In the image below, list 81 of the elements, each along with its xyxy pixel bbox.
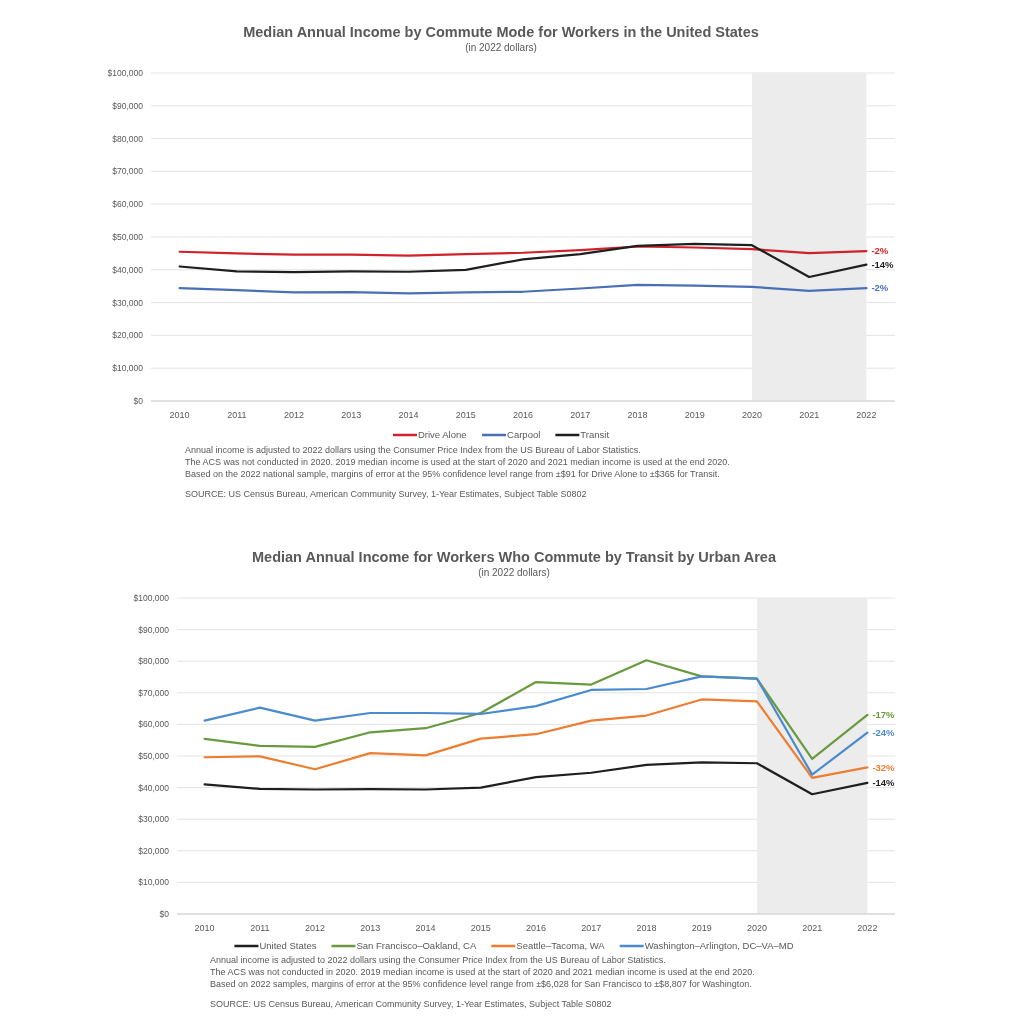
source-note: SOURCE: US Census Bureau, American Community Survey, 1-Year Estimates, Subject Table S0802 xyxy=(185,489,587,499)
legend-label: United States xyxy=(259,940,317,952)
y-tick-label: $70,000 xyxy=(112,166,144,177)
source-note: SOURCE: US Census Bureau, American Community Survey, 1-Year Estimates, Subject Table S0802 xyxy=(210,999,612,1009)
x-tick-label: 2018 xyxy=(636,923,657,933)
y-tick-label: $60,000 xyxy=(112,199,144,210)
x-tick-label: 2012 xyxy=(305,923,326,933)
x-tick-label: 2010 xyxy=(169,410,190,420)
y-tick-label: $40,000 xyxy=(138,782,170,793)
text: Based on 2022 samples, margins of error at the 95% confidence level range from ±$6,028 for San Francisco to ±$8,807 for Washington. xyxy=(210,979,752,989)
x-tick-label: 2015 xyxy=(470,923,491,933)
y-tick-label: $20,000 xyxy=(112,330,144,341)
y-tick-label: $50,000 xyxy=(112,231,144,242)
legend-label: Transit xyxy=(580,429,610,441)
annotation: -2% xyxy=(871,245,889,257)
line-series xyxy=(203,659,869,760)
chart-title: Median Annual Income by Commute Mode for Workers in the United States xyxy=(243,24,759,40)
x-tick-label: 2014 xyxy=(415,923,436,933)
legend-label: Drive Alone xyxy=(417,429,467,441)
x-tick-label: 2020 xyxy=(741,410,762,420)
line-series xyxy=(178,245,868,257)
x-tick-label: 2011 xyxy=(250,923,270,933)
y-tick-label: $30,000 xyxy=(112,297,144,308)
x-tick-label: 2015 xyxy=(455,410,476,420)
x-tick-label: 2016 xyxy=(512,410,534,420)
legend-label: Washington–Arlington, DC–VA–MD xyxy=(644,940,794,952)
text: The ACS was not conducted in 2020. 2019 median income is used at the start of 2020 and 2021 median income is used at the end 2020. xyxy=(210,967,755,977)
text: Based on the 2022 national sample, margins of error at the 95% confidence level range from ±$91 for Drive Alone to ±$365 for Transit. xyxy=(185,469,720,479)
annotation: -32% xyxy=(872,761,896,773)
legend-label: San Francisco–Oakland, CA xyxy=(356,940,477,952)
x-tick-label: 2013 xyxy=(360,923,381,933)
line-series xyxy=(203,698,869,779)
y-tick-label: $80,000 xyxy=(112,133,144,144)
y-tick-label: $20,000 xyxy=(138,845,170,856)
x-tick-label: 2019 xyxy=(691,923,712,933)
annotation: -17% xyxy=(872,709,896,721)
x-tick-label: 2017 xyxy=(581,923,602,933)
annotation: -2% xyxy=(871,282,889,294)
y-tick-label: $100,000 xyxy=(107,67,144,78)
text: Annual income is adjusted to 2022 dollars using the Consumer Price Index from the US Bureau of Labor Statistics. xyxy=(185,445,641,455)
annotation: -14% xyxy=(872,777,896,789)
y-tick-label: $0 xyxy=(133,395,144,406)
chart-title: Median Annual Income for Workers Who Commute by Transit by Urban Area xyxy=(252,549,777,565)
line-series xyxy=(178,283,868,295)
y-tick-label: $10,000 xyxy=(138,877,170,888)
x-tick-label: 2020 xyxy=(746,923,767,933)
x-tick-label: 2021 xyxy=(799,410,820,420)
line-series xyxy=(178,242,868,279)
x-tick-label: 2010 xyxy=(194,923,215,933)
x-tick-label: 2021 xyxy=(802,923,823,933)
line-series xyxy=(203,675,869,776)
y-tick-label: $100,000 xyxy=(133,592,170,603)
annotation: -24% xyxy=(872,726,896,738)
x-tick-label: 2011 xyxy=(227,410,247,420)
legend-label: Seattle–Tacoma, WA xyxy=(516,940,606,952)
x-tick-label: 2012 xyxy=(284,410,305,420)
x-tick-label: 2022 xyxy=(857,923,878,933)
x-tick-label: 2014 xyxy=(398,410,419,420)
chart-subtitle: (in 2022 dollars) xyxy=(465,42,537,53)
text: The ACS was not conducted in 2020. 2019 median income is used at the start of 2020 and 2021 median income is used at the end 2020. xyxy=(185,457,730,467)
x-tick-label: 2017 xyxy=(570,410,591,420)
y-tick-label: $70,000 xyxy=(138,687,170,698)
x-tick-label: 2019 xyxy=(684,410,705,420)
line-series xyxy=(203,761,869,796)
annotation: -14% xyxy=(871,258,895,270)
chart-subtitle: (in 2022 dollars) xyxy=(478,567,550,578)
y-tick-label: $90,000 xyxy=(112,100,144,111)
y-tick-label: $50,000 xyxy=(138,750,170,761)
x-tick-label: 2013 xyxy=(341,410,362,420)
y-tick-label: $10,000 xyxy=(112,363,144,374)
y-tick-label: $80,000 xyxy=(138,656,170,667)
y-tick-label: $40,000 xyxy=(112,264,144,275)
x-tick-label: 2022 xyxy=(856,410,877,420)
y-tick-label: $90,000 xyxy=(138,624,170,635)
text: Annual income is adjusted to 2022 dollars using the Consumer Price Index from the US Bureau of Labor Statistics. xyxy=(210,955,666,965)
y-tick-label: $0 xyxy=(159,908,170,919)
x-tick-label: 2016 xyxy=(525,923,547,933)
y-tick-label: $60,000 xyxy=(138,719,170,730)
x-tick-label: 2018 xyxy=(627,410,648,420)
legend-label: Carpool xyxy=(507,429,541,441)
y-tick-label: $30,000 xyxy=(138,814,170,825)
